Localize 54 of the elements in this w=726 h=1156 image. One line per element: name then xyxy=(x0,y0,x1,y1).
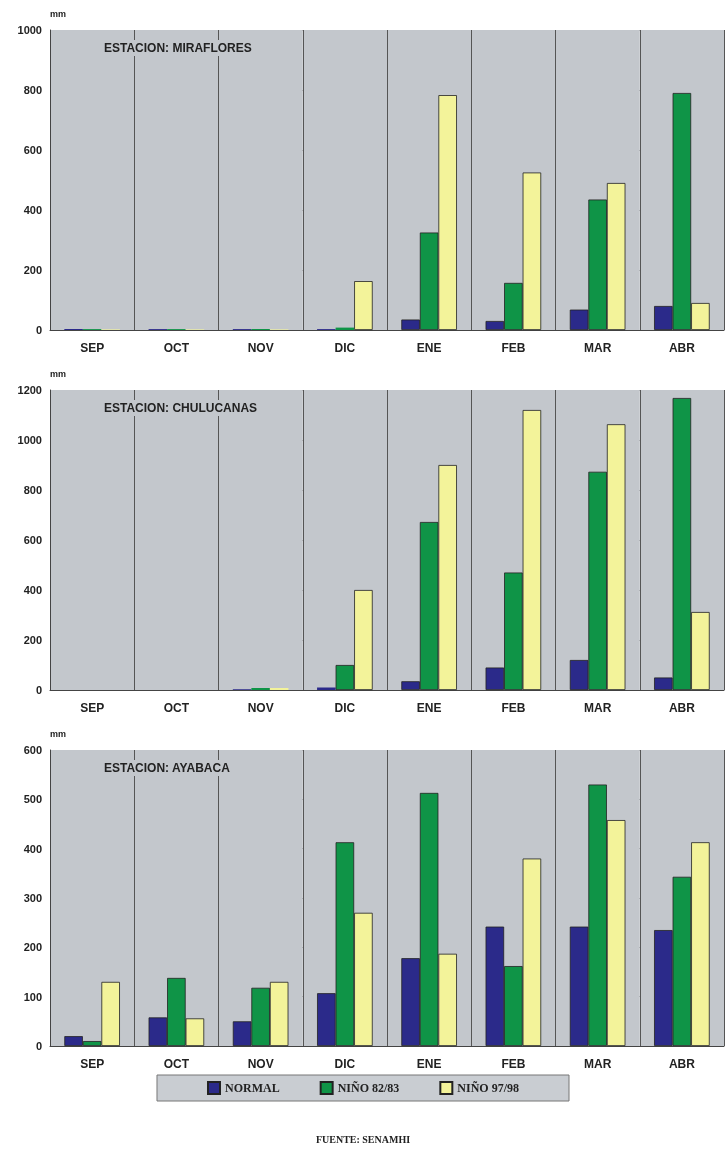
x-tick-label: MAR xyxy=(583,1057,612,1071)
y-tick-label: 100 xyxy=(23,990,42,1003)
y-tick-label: 600 xyxy=(23,144,42,156)
x-tick-label: FEB xyxy=(501,1057,526,1071)
y-tick-label: 800 xyxy=(23,84,42,96)
x-tick-label: DIC xyxy=(334,341,356,355)
y-tick-label: 1000 xyxy=(17,24,42,36)
y-tick-label: 0 xyxy=(35,1040,42,1052)
y-tick-label: 600 xyxy=(23,744,42,756)
y-axis-title: mm xyxy=(50,368,67,379)
y-tick-label: 400 xyxy=(23,584,42,596)
y-tick-label: 0 xyxy=(35,684,42,696)
x-tick-label: ABR xyxy=(668,1057,696,1071)
y-tick-label: 400 xyxy=(23,842,42,855)
x-tick-label: ABR xyxy=(668,341,696,355)
x-tick-label: MAR xyxy=(583,701,612,715)
legend-label: NIÑO 97/98 xyxy=(457,1081,519,1095)
x-tick-label: SEP xyxy=(80,341,105,355)
x-tick-label: ENE xyxy=(416,341,442,355)
y-tick-label: 800 xyxy=(23,484,42,496)
text: ESTACION: AYABACA xyxy=(104,761,231,775)
y-tick-label: 200 xyxy=(23,264,42,276)
x-tick-label: OCT xyxy=(163,1057,190,1071)
x-tick-label: ABR xyxy=(668,701,696,715)
y-tick-label: 600 xyxy=(23,534,42,546)
y-tick-label: 200 xyxy=(23,634,42,646)
y-tick-label: 1200 xyxy=(17,384,42,396)
y-tick-label: 1000 xyxy=(17,434,42,446)
x-tick-label: OCT xyxy=(163,701,190,715)
y-tick-label: 500 xyxy=(23,793,42,806)
text: ESTACION: CHULUCANAS xyxy=(104,401,258,415)
x-tick-label: NOV xyxy=(247,701,274,715)
x-tick-label: OCT xyxy=(163,341,190,355)
text: ESTACION: MIRAFLORES xyxy=(104,41,252,55)
x-tick-label: DIC xyxy=(334,701,356,715)
legend-label: NORMAL xyxy=(225,1081,280,1095)
y-tick-label: 200 xyxy=(23,941,42,954)
x-tick-label: SEP xyxy=(80,701,105,715)
x-tick-label: NOV xyxy=(247,341,274,355)
x-tick-label: MAR xyxy=(583,341,612,355)
x-tick-label: FEB xyxy=(501,701,526,715)
y-tick-label: 300 xyxy=(23,892,42,904)
x-tick-label: SEP xyxy=(80,1057,105,1071)
y-axis-title: mm xyxy=(50,728,67,739)
source-note: FUENTE: SENAMHI xyxy=(315,1133,411,1145)
legend-label: NIÑO 82/83 xyxy=(337,1081,400,1095)
x-tick-label: FEB xyxy=(501,341,526,355)
y-tick-label: 400 xyxy=(23,204,42,216)
x-tick-label: NOV xyxy=(247,1057,274,1071)
y-axis-title: mm xyxy=(50,8,67,19)
x-tick-label: ENE xyxy=(416,701,442,715)
y-tick-label: 0 xyxy=(35,324,42,336)
x-tick-label: ENE xyxy=(416,1057,442,1071)
x-tick-label: DIC xyxy=(334,1057,356,1071)
